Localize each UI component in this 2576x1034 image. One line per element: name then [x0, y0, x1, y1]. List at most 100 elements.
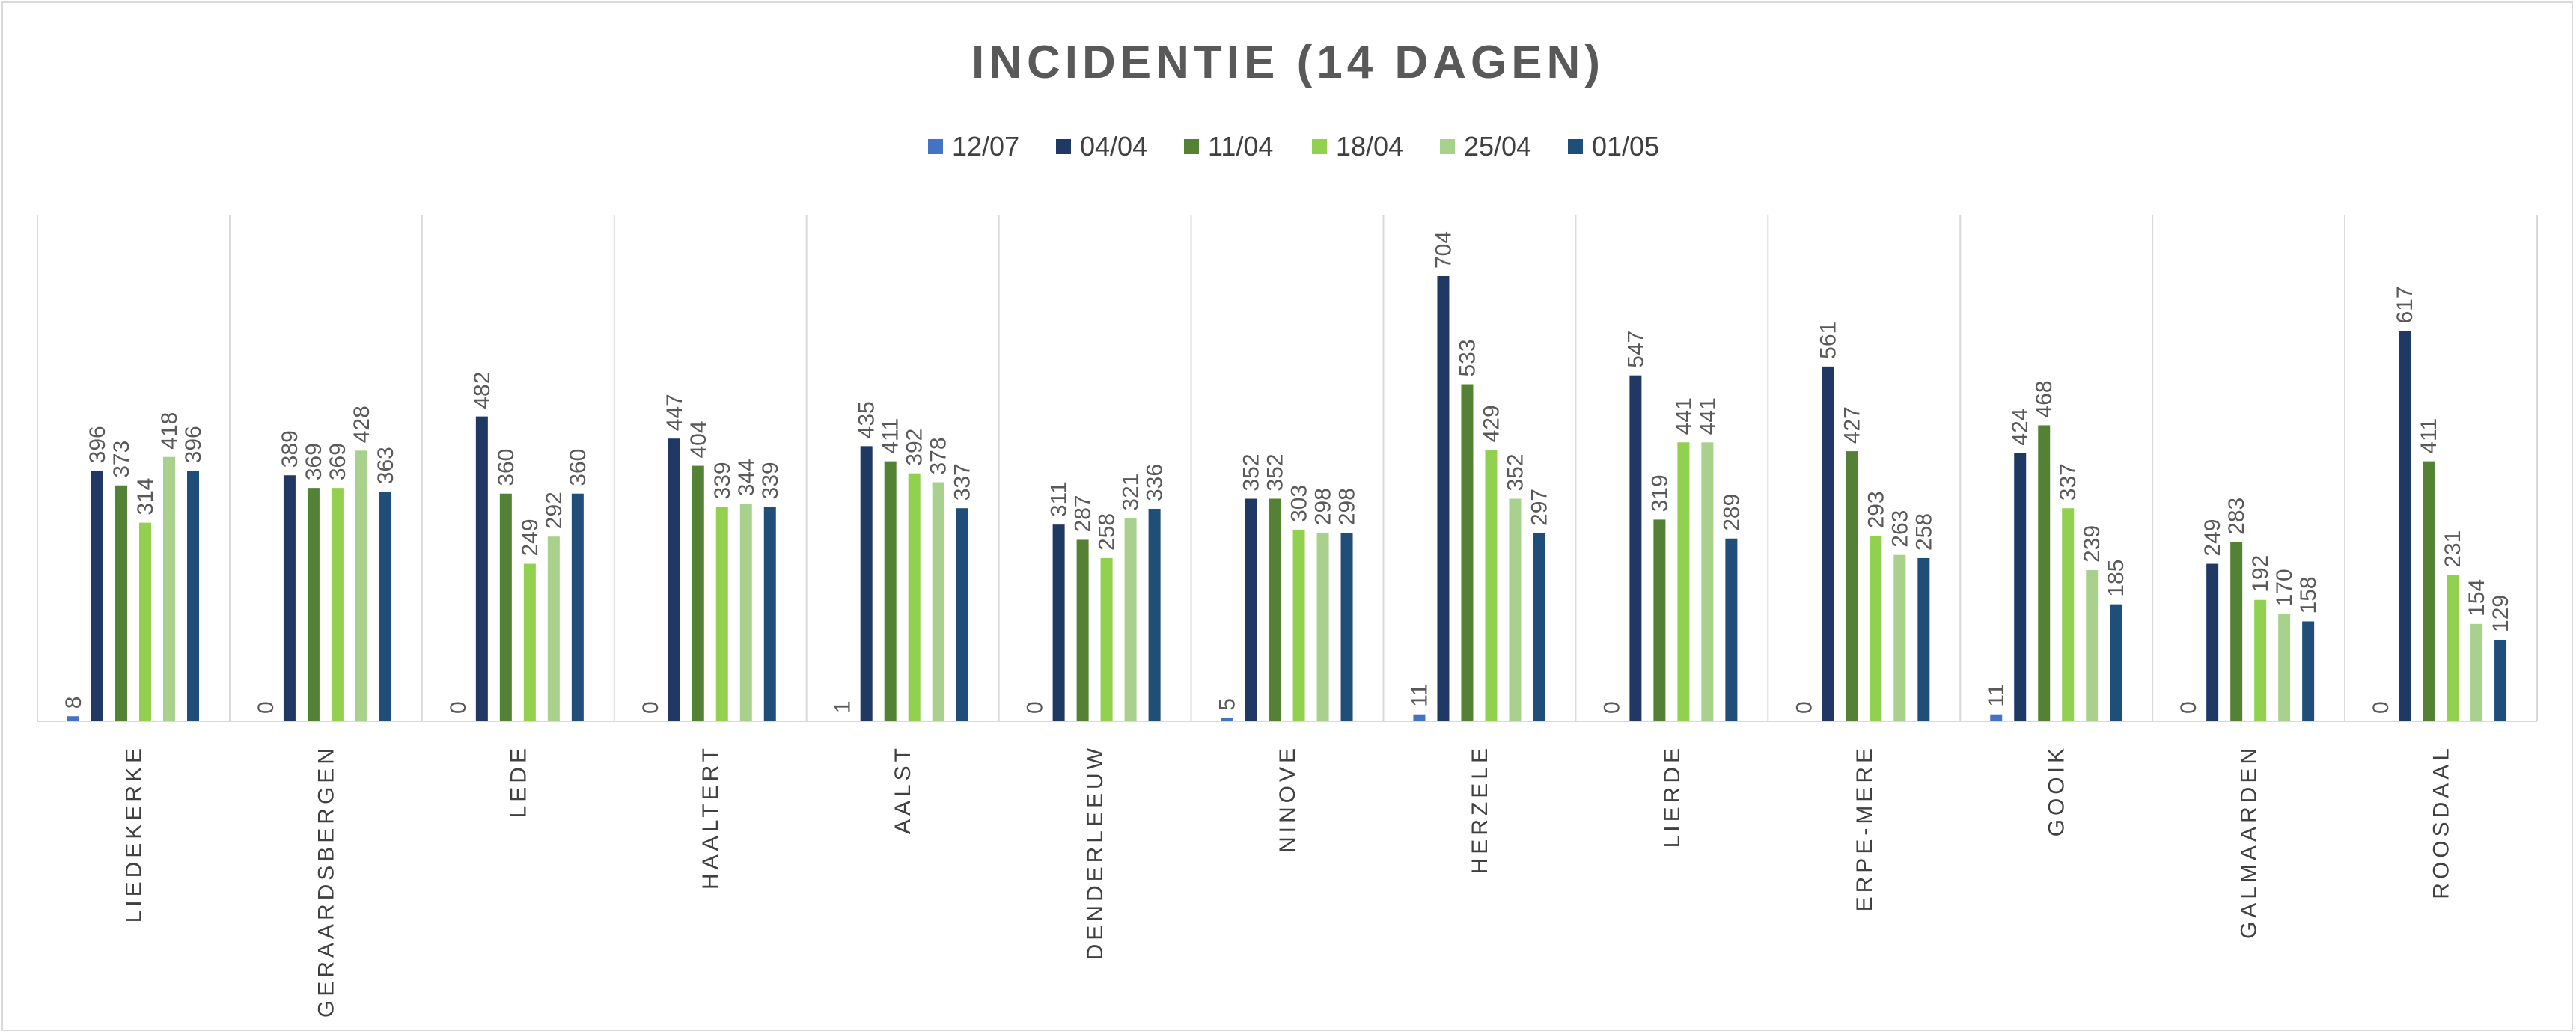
- bar-erpe-mere-25-04: [1893, 554, 1906, 721]
- data-label-herzele-11-04: 533: [1455, 339, 1480, 376]
- bar-haaltert-18-04: [715, 507, 728, 721]
- legend-swatch-25-04: [1440, 139, 1455, 154]
- bar-ninove-18-04: [1292, 529, 1305, 721]
- bar-aalst-25-04: [932, 482, 944, 721]
- legend-label-18-04: 18/04: [1336, 131, 1403, 162]
- bar-herzele-25-04: [1509, 498, 1522, 721]
- data-label-ninove-01-05: 298: [1335, 488, 1360, 525]
- data-label-lede-12-07: 0: [446, 701, 471, 714]
- data-label-geraardsbergen-01-05: 363: [373, 447, 398, 484]
- bar-aalst-11-04: [884, 461, 897, 721]
- bar-lierde-04-04: [1629, 375, 1642, 721]
- bar-lierde-01-05: [1725, 538, 1738, 721]
- data-label-erpe-mere-04-04: 561: [1816, 322, 1840, 359]
- data-label-gooik-18-04: 337: [2056, 463, 2081, 501]
- bar-geraardsbergen-11-04: [307, 488, 320, 721]
- data-label-lierde-04-04: 547: [1623, 331, 1648, 368]
- category-label-lierde: LIERDE: [1660, 744, 1685, 848]
- bar-denderleeuw-25-04: [1124, 518, 1137, 721]
- data-label-liedekerke-04-04: 396: [85, 426, 110, 463]
- data-label-ninove-25-04: 298: [1311, 488, 1336, 525]
- bar-galmaarden-01-05: [2302, 621, 2315, 721]
- bar-erpe-mere-04-04: [1822, 366, 1834, 721]
- data-label-roosdaal-25-04: 154: [2464, 579, 2489, 617]
- bar-liedekerke-01-05: [187, 471, 199, 721]
- bar-gooik-12-07: [1990, 714, 2003, 721]
- bar-denderleeuw-04-04: [1052, 524, 1065, 721]
- data-label-lede-04-04: 482: [470, 372, 495, 409]
- data-label-erpe-mere-25-04: 263: [1887, 510, 1912, 548]
- data-label-gooik-04-04: 424: [2008, 409, 2033, 446]
- data-label-aalst-01-05: 337: [950, 463, 975, 501]
- data-label-haaltert-04-04: 447: [662, 394, 687, 431]
- bar-roosdaal-01-05: [2494, 639, 2507, 721]
- category-label-galmaarden: GALMAARDEN: [2237, 744, 2262, 939]
- category-labels: LIEDEKERKE GERAARDSBERGEN LEDE HAALTERT AALS…: [121, 744, 2453, 1018]
- data-label-liedekerke-18-04: 314: [133, 478, 158, 516]
- bar-liedekerke-18-04: [139, 522, 151, 721]
- data-label-aalst-11-04: 411: [879, 418, 903, 454]
- bar-ninove-12-07: [1221, 718, 1233, 721]
- data-label-galmaarden-18-04: 192: [2248, 555, 2273, 593]
- bar-lierde-25-04: [1701, 442, 1714, 721]
- bar-herzele-12-07: [1413, 714, 1426, 721]
- data-label-gooik-11-04: 468: [2032, 380, 2057, 417]
- data-label-galmaarden-25-04: 170: [2272, 569, 2297, 606]
- bar-lede-11-04: [499, 493, 512, 721]
- legend-label-12-07: 12/07: [952, 131, 1019, 162]
- data-label-lierde-18-04: 441: [1671, 397, 1696, 435]
- category-label-roosdaal: ROOSDAAL: [2429, 744, 2454, 899]
- bar-erpe-mere-01-05: [1917, 557, 1930, 721]
- bar-liedekerke-11-04: [115, 485, 127, 721]
- data-label-ninove-11-04: 352: [1263, 453, 1288, 491]
- bar-erpe-mere-18-04: [1870, 536, 1882, 721]
- data-label-aalst-12-07: 1: [831, 700, 855, 713]
- data-label-denderleeuw-11-04: 287: [1071, 495, 1096, 532]
- legend-swatch-18-04: [1312, 139, 1327, 154]
- data-label-denderleeuw-12-07: 0: [1023, 701, 1048, 714]
- data-label-ninove-18-04: 303: [1287, 485, 1312, 522]
- bar-ninove-04-04: [1245, 498, 1257, 721]
- chart-title: INCIDENTIE (14 DAGEN): [971, 37, 1605, 88]
- category-dividers: [37, 215, 2538, 721]
- bar-gooik-11-04: [2038, 425, 2051, 721]
- data-label-herzele-12-07: 11: [1407, 684, 1432, 707]
- bar-herzele-04-04: [1437, 276, 1450, 721]
- bar-geraardsbergen-25-04: [355, 450, 367, 721]
- data-label-liedekerke-11-04: 373: [109, 441, 134, 478]
- data-label-gooik-25-04: 239: [2080, 525, 2105, 563]
- bar-denderleeuw-01-05: [1148, 509, 1161, 721]
- data-label-lede-18-04: 249: [518, 518, 543, 556]
- bar-liedekerke-25-04: [163, 456, 175, 721]
- data-label-liedekerke-12-07: 8: [61, 697, 86, 709]
- data-label-herzele-04-04: 704: [1431, 231, 1456, 269]
- bar-liedekerke-12-07: [67, 716, 79, 721]
- bar-erpe-mere-11-04: [1846, 451, 1858, 721]
- data-label-gooik-12-07: 11: [1984, 684, 2009, 707]
- bar-galmaarden-04-04: [2206, 563, 2219, 721]
- data-label-haaltert-25-04: 344: [734, 459, 759, 496]
- legend-swatch-01-05: [1568, 139, 1583, 154]
- bar-galmaarden-25-04: [2278, 614, 2291, 721]
- bar-aalst-18-04: [908, 473, 921, 721]
- data-label-haaltert-11-04: 404: [686, 420, 711, 458]
- data-label-haaltert-01-05: 339: [758, 462, 783, 499]
- data-label-geraardsbergen-12-07: 0: [254, 701, 278, 714]
- data-label-erpe-mere-18-04: 293: [1864, 491, 1888, 528]
- bar-roosdaal-11-04: [2423, 461, 2435, 721]
- legend-swatch-11-04: [1184, 139, 1199, 154]
- data-label-lierde-12-07: 0: [1599, 701, 1624, 714]
- bar-herzele-01-05: [1533, 533, 1545, 721]
- bar-lede-25-04: [547, 536, 560, 721]
- category-label-aalst: AALST: [891, 744, 915, 834]
- bar-geraardsbergen-18-04: [331, 488, 344, 721]
- bar-geraardsbergen-01-05: [379, 492, 391, 721]
- data-label-denderleeuw-25-04: 321: [1119, 474, 1144, 511]
- data-label-gooik-01-05: 185: [2104, 560, 2128, 597]
- data-label-roosdaal-18-04: 231: [2441, 530, 2465, 568]
- data-label-herzele-18-04: 429: [1479, 405, 1504, 442]
- data-label-denderleeuw-04-04: 311: [1047, 481, 1072, 517]
